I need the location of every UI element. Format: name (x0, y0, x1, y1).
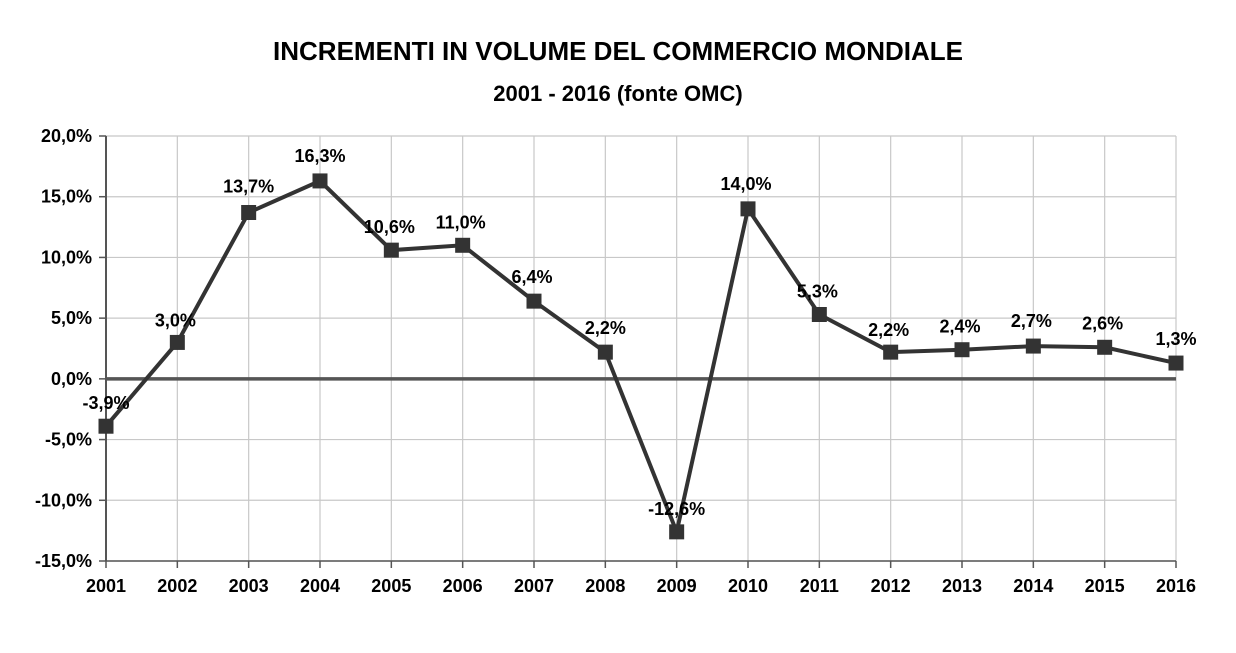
chart-subtitle: 2001 - 2016 (fonte OMC) (493, 81, 743, 106)
data-label: -3,9% (82, 393, 129, 413)
y-tick-label: 5,0% (51, 308, 92, 328)
data-point (383, 242, 399, 258)
y-axis-ticks: 20,0% 15,0% 10,0% 5,0% 0,0% -5,0% -10,0% -15,0% (35, 126, 106, 571)
data-point (883, 344, 899, 360)
x-tick-label: 2013 (942, 576, 982, 596)
y-tick-label: -10,0% (35, 490, 92, 510)
y-tick-label: -5,0% (45, 430, 92, 450)
data-label: 2,2% (868, 320, 909, 340)
x-tick-label: 2001 (86, 576, 126, 596)
x-tick-label: 2010 (728, 576, 768, 596)
data-label: 1,3% (1155, 329, 1196, 349)
data-label: 11,0% (436, 212, 486, 232)
x-tick-label: 2009 (657, 576, 697, 596)
x-tick-label: 2012 (871, 576, 911, 596)
x-tick-label: 2008 (585, 576, 625, 596)
data-point (526, 293, 542, 309)
data-point (312, 173, 328, 189)
axes (105, 136, 1176, 562)
x-tick-label: 2004 (300, 576, 340, 596)
x-tick-label: 2002 (157, 576, 197, 596)
data-label: 2,4% (939, 317, 980, 337)
y-tick-label: 20,0% (41, 126, 92, 146)
data-labels: -3,9% 3,0% 13,7% 16,3% 10,6% 11,0% 6,4% 2,2% -12… (82, 146, 1196, 519)
data-label: 16,3% (294, 146, 345, 166)
data-label: 2,7% (1011, 311, 1052, 331)
x-tick-label: 2011 (800, 576, 839, 596)
data-point (1168, 355, 1184, 371)
data-point (669, 524, 685, 540)
chart-title: INCREMENTI IN VOLUME DEL COMMERCIO MONDI… (273, 36, 963, 66)
data-label: 3,0% (155, 310, 196, 330)
x-tick-label: 2005 (371, 576, 411, 596)
data-point (740, 201, 756, 217)
data-point (1025, 338, 1041, 354)
series-line (104, 178, 1177, 539)
data-label: -12,6% (648, 499, 705, 519)
x-tick-label: 2016 (1156, 576, 1196, 596)
series-group (98, 173, 1184, 540)
x-tick-label: 2015 (1085, 576, 1125, 596)
data-point (169, 334, 185, 350)
y-tick-label: 15,0% (41, 187, 92, 207)
data-point (455, 237, 471, 253)
data-label: 10,6% (364, 217, 415, 237)
y-tick-label: -15,0% (35, 551, 92, 571)
data-point (98, 418, 114, 434)
y-tick-label: 10,0% (41, 247, 92, 267)
data-label: 14,0% (720, 174, 771, 194)
data-label: 13,7% (223, 177, 274, 197)
data-label: 2,2% (585, 318, 626, 338)
data-label: 5,3% (797, 282, 838, 302)
data-point (1097, 339, 1113, 355)
y-tick-label: 0,0% (51, 369, 92, 389)
data-point (954, 342, 970, 358)
data-label: 2,6% (1082, 313, 1123, 333)
x-axis-ticks: 2001 2002 2003 2004 2005 2006 2007 2008 2009 2010… (86, 561, 1196, 596)
data-label: 6,4% (511, 267, 552, 287)
x-tick-label: 2003 (229, 576, 269, 596)
x-tick-label: 2014 (1013, 576, 1053, 596)
x-tick-label: 2007 (514, 576, 554, 596)
x-tick-label: 2006 (443, 576, 483, 596)
data-point (597, 344, 613, 360)
data-point (811, 307, 827, 322)
data-point (241, 205, 257, 220)
